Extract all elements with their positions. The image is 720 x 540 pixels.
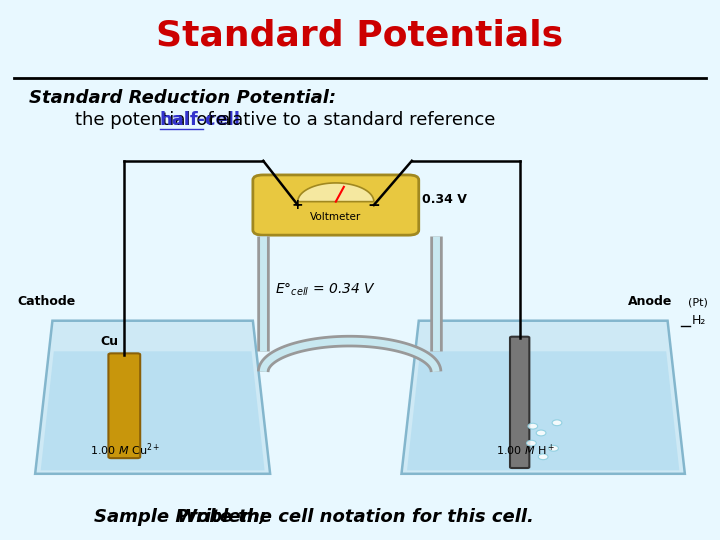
Polygon shape [40, 352, 265, 470]
Text: 0.34 V: 0.34 V [422, 193, 467, 206]
Text: Standard Reduction Potential:: Standard Reduction Potential: [29, 89, 336, 107]
Ellipse shape [528, 423, 538, 429]
Text: Voltmeter: Voltmeter [310, 212, 361, 222]
Text: $E°_{cell}$ = 0.34 V: $E°_{cell}$ = 0.34 V [275, 282, 376, 298]
Text: Sample Problem;: Sample Problem; [94, 508, 266, 526]
Text: the potential of a: the potential of a [29, 111, 236, 129]
Text: Anode: Anode [628, 295, 672, 308]
FancyBboxPatch shape [510, 337, 529, 468]
Polygon shape [298, 183, 374, 201]
FancyBboxPatch shape [109, 353, 140, 458]
Text: 1.00 $M$ H$^+$: 1.00 $M$ H$^+$ [496, 443, 555, 458]
Text: (Pt): (Pt) [688, 298, 708, 307]
Text: −: − [367, 198, 380, 213]
Ellipse shape [526, 440, 536, 446]
Polygon shape [402, 321, 685, 474]
Text: Standard Potentials: Standard Potentials [156, 18, 564, 52]
Ellipse shape [536, 430, 546, 436]
Text: 1.00 $M$ Cu$^{2+}$: 1.00 $M$ Cu$^{2+}$ [90, 442, 161, 458]
Text: Write the cell notation for this cell.: Write the cell notation for this cell. [171, 508, 534, 526]
Text: relative to a standard reference: relative to a standard reference [203, 111, 495, 129]
Text: Cathode: Cathode [18, 295, 76, 308]
Text: half-cell: half-cell [160, 111, 240, 129]
Polygon shape [35, 321, 270, 474]
Text: +: + [292, 198, 304, 212]
Ellipse shape [549, 446, 559, 451]
Ellipse shape [539, 454, 548, 460]
Text: Cu: Cu [101, 334, 119, 348]
Polygon shape [407, 352, 680, 470]
Text: H₂: H₂ [692, 314, 706, 327]
FancyBboxPatch shape [253, 175, 419, 235]
Ellipse shape [552, 420, 562, 426]
